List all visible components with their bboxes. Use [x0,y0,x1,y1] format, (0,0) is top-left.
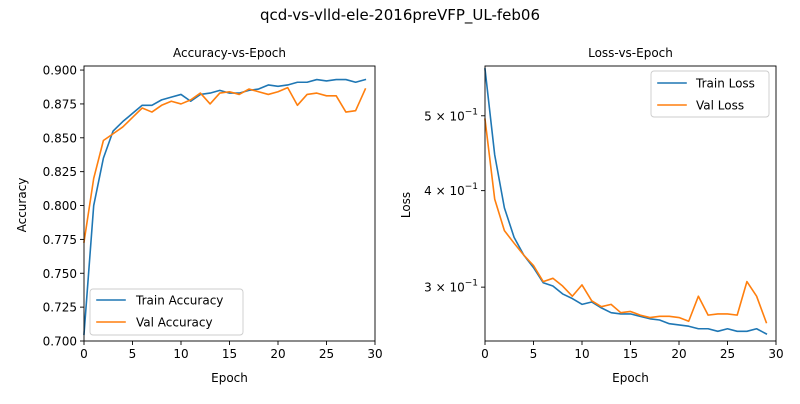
loss-axes: Loss-vs-Epoch Epoch Loss 0 5 10 15 20 25 30 3 … [399,46,784,385]
loss-xtick-label: 5 [530,347,538,361]
accuracy-ytick-label: 0.725 [43,301,77,315]
accuracy-ytick-label: 0.775 [43,233,77,247]
loss-xticks: 0 5 10 15 20 25 30 [481,341,784,361]
accuracy-axes-frame [83,65,376,342]
series-line-val-loss [484,118,768,324]
loss-xtick-label: 10 [574,347,589,361]
loss-lines [484,68,768,335]
accuracy-yticks: 0.700 0.725 0.750 0.775 0.800 0.825 0.850 0.875… [43,64,84,349]
accuracy-ytick-label: 0.900 [43,64,77,78]
accuracy-xtick-label: 0 [80,347,88,361]
accuracy-xlabel: Epoch [211,371,248,385]
loss-axes-frame [484,65,777,342]
legend-label-val-loss: Val Loss [696,99,744,113]
loss-ytick-label: 5 × 10−1 [424,107,478,123]
accuracy-ytick-label: 0.750 [43,267,77,281]
accuracy-legend-box [89,288,244,336]
accuracy-ytick-label: 0.875 [43,97,77,111]
accuracy-legend: Train Accuracy Val Accuracy [89,288,244,336]
accuracy-axes: Accuracy-vs-Epoch Epoch Accuracy 0 5 10 15 2… [15,46,383,385]
loss-xtick-label: 20 [671,347,686,361]
loss-xlabel: Epoch [612,371,649,385]
accuracy-xtick-label: 15 [222,347,237,361]
loss-yticks: 3 × 10−1 4 × 10−1 5 × 10−1 [424,107,485,295]
loss-ytick-label: 4 × 10−1 [424,182,478,198]
legend-label-train-loss: Train Loss [695,77,755,91]
accuracy-ytick-label: 0.850 [43,131,77,145]
legend-label-train-accuracy: Train Accuracy [135,294,223,308]
accuracy-xtick-label: 10 [173,347,188,361]
accuracy-ylabel: Accuracy [15,178,29,233]
accuracy-ytick-label: 0.825 [43,165,77,179]
accuracy-xticks: 0 5 10 15 20 25 30 [80,341,383,361]
accuracy-xtick-label: 5 [129,347,137,361]
loss-xtick-label: 25 [720,347,735,361]
loss-xtick-label: 0 [481,347,489,361]
accuracy-axes-title: Accuracy-vs-Epoch [173,46,286,60]
loss-xtick-label: 15 [623,347,638,361]
loss-legend: Train Loss Val Loss [650,70,770,118]
accuracy-xtick-label: 25 [319,347,334,361]
figure-suptitle: qcd-vs-vlld-ele-2016preVFP_UL-feb06 [260,6,540,25]
series-line-train-loss [484,68,768,335]
loss-xtick-label: 30 [768,347,783,361]
loss-ytick-label: 3 × 10−1 [424,279,478,295]
accuracy-ytick-label: 0.700 [43,335,77,349]
accuracy-ytick-label: 0.800 [43,199,77,213]
accuracy-xtick-label: 20 [270,347,285,361]
legend-label-val-accuracy: Val Accuracy [136,316,213,330]
accuracy-xtick-label: 30 [367,347,382,361]
series-line-val-accuracy [83,86,367,244]
loss-axes-title: Loss-vs-Epoch [588,46,673,60]
loss-ylabel: Loss [399,192,413,218]
accuracy-lines [83,78,367,336]
